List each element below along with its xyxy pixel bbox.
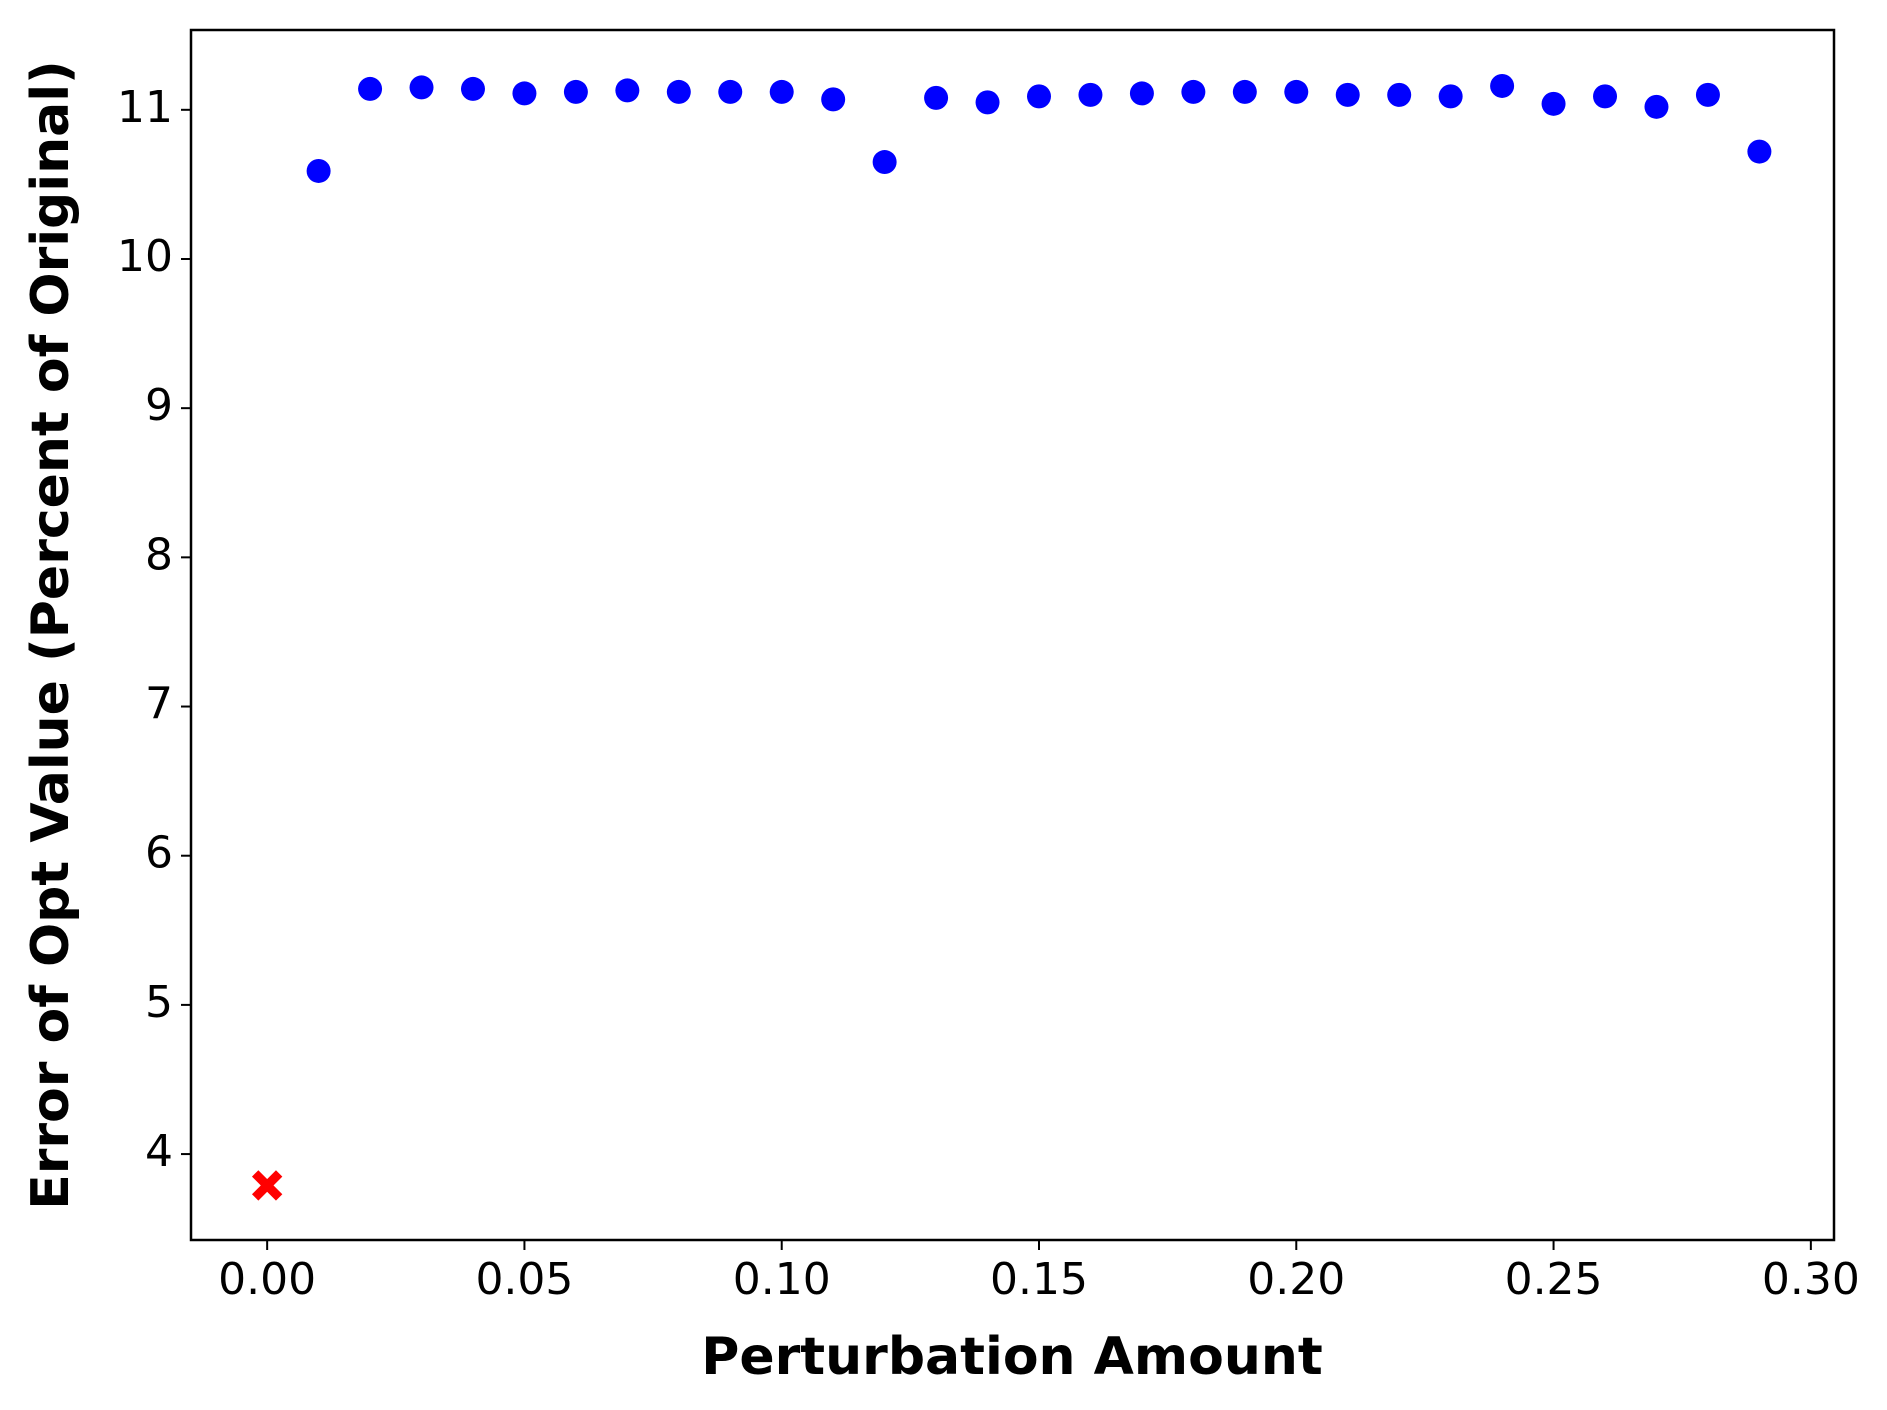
point-marker	[306, 158, 331, 183]
y-tick-label: 11	[117, 82, 173, 133]
y-tick-label: 10	[117, 231, 173, 282]
point-marker	[1284, 79, 1309, 104]
point-marker	[1335, 82, 1360, 107]
y-tick-label: 8	[145, 529, 173, 580]
y-tick-label: 4	[145, 1126, 173, 1177]
point-marker	[251, 1170, 283, 1201]
point-marker	[563, 79, 588, 104]
point-marker	[769, 79, 794, 104]
point-marker	[358, 76, 383, 101]
point-marker	[512, 81, 537, 106]
point-marker	[1695, 82, 1720, 107]
point-marker	[615, 78, 640, 103]
point-marker	[1232, 79, 1257, 104]
x-tick-label: 0.10	[733, 1254, 831, 1305]
plot-frame	[189, 28, 1836, 1242]
x-tick-label: 0.20	[1247, 1254, 1345, 1305]
point-marker	[1747, 139, 1772, 164]
point-marker	[1027, 84, 1051, 109]
point-marker	[460, 76, 485, 101]
x-tick-label: 0.30	[1762, 1254, 1860, 1305]
y-axis-label: Error of Opt Value (Percent of Original)	[21, 60, 81, 1210]
y-tick-label: 7	[145, 679, 173, 730]
point-marker	[718, 79, 743, 104]
point-marker	[975, 90, 1000, 115]
x-tick-label: 0.25	[1505, 1254, 1603, 1305]
point-marker	[1438, 84, 1463, 109]
point-marker	[1490, 73, 1515, 98]
point-marker	[1644, 94, 1669, 119]
point-marker	[666, 79, 691, 104]
y-tick-label: 5	[145, 977, 173, 1028]
x-tick-label: 0.00	[218, 1254, 316, 1305]
point-marker	[1541, 91, 1566, 116]
point-marker	[872, 150, 897, 175]
point-marker	[1078, 82, 1103, 107]
point-marker	[409, 75, 434, 100]
y-tick-label: 9	[145, 380, 173, 431]
x-tick-label: 0.05	[475, 1254, 573, 1305]
point-marker	[1387, 82, 1412, 107]
point-marker	[1181, 79, 1206, 104]
point-marker	[1129, 81, 1154, 106]
point-marker	[821, 87, 846, 112]
x-tick-label: 0.15	[990, 1254, 1088, 1305]
x-axis-label: Perturbation Amount	[701, 1327, 1322, 1387]
point-marker	[924, 85, 949, 110]
y-tick-label: 6	[145, 828, 173, 879]
point-marker	[1593, 84, 1618, 109]
